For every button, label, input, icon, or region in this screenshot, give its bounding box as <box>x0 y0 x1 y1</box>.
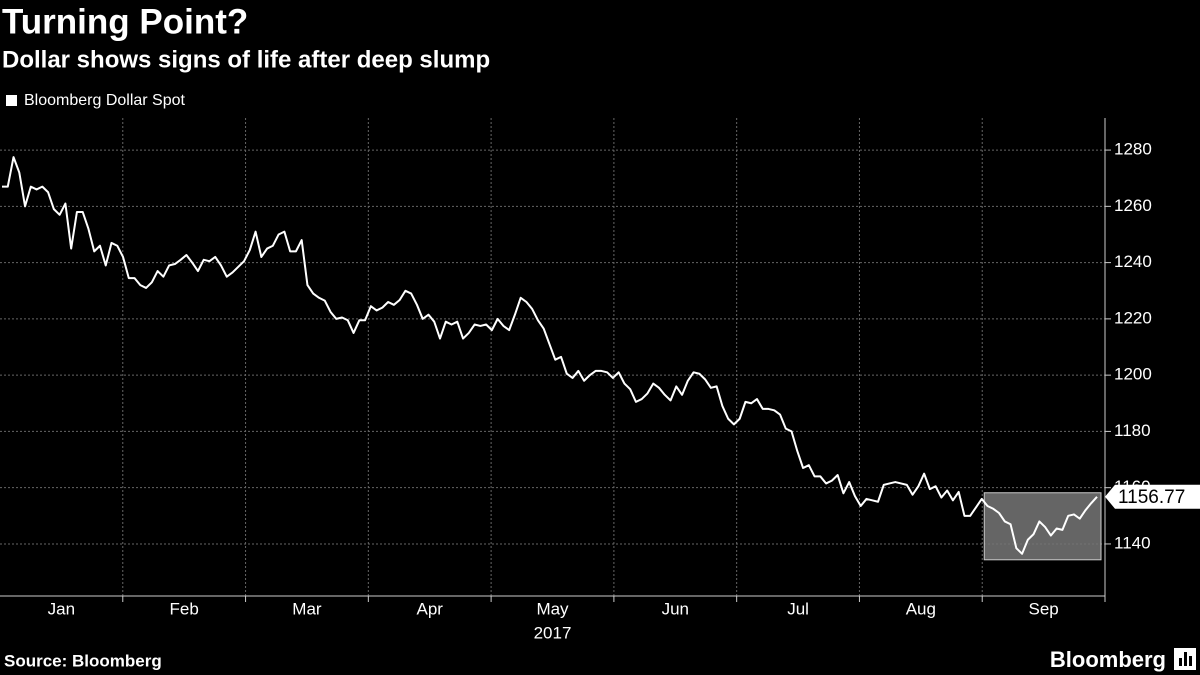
x-tick-label: Jul <box>787 599 809 618</box>
last-value-label: 1156.77 <box>1118 487 1185 508</box>
chart-title: Turning Point? <box>2 2 248 41</box>
brand-icon <box>1174 648 1196 670</box>
y-tick-label: 1220 <box>1114 308 1152 327</box>
chart-subtitle: Dollar shows signs of life after deep sl… <box>2 46 490 73</box>
x-tick-label: Mar <box>292 599 322 618</box>
x-tick-label: Jun <box>662 599 689 618</box>
x-axis-label: 2017 <box>534 623 572 642</box>
x-tick-label: May <box>536 599 569 618</box>
legend-label: Bloomberg Dollar Spot <box>24 92 186 109</box>
x-tick-label: Sep <box>1028 599 1058 618</box>
last-value-tag <box>1105 484 1200 509</box>
source: Source: Bloomberg <box>4 651 162 670</box>
y-tick-label: 1260 <box>1114 196 1152 215</box>
brand: Bloomberg <box>1050 647 1166 672</box>
y-tick-label: 1140 <box>1114 533 1151 552</box>
x-tick-label: Apr <box>416 599 443 618</box>
highlight-box <box>983 492 1102 561</box>
y-tick-label: 1280 <box>1114 140 1152 159</box>
x-tick-label: Aug <box>906 599 936 618</box>
x-tick-label: Feb <box>170 599 199 618</box>
line <box>2 156 1098 555</box>
y-tick-label: 1180 <box>1114 421 1151 440</box>
legend-swatch <box>6 95 17 106</box>
x-tick-label: Jan <box>48 599 75 618</box>
y-tick-label: 1200 <box>1114 365 1152 384</box>
y-tick-label: 1240 <box>1114 252 1152 271</box>
